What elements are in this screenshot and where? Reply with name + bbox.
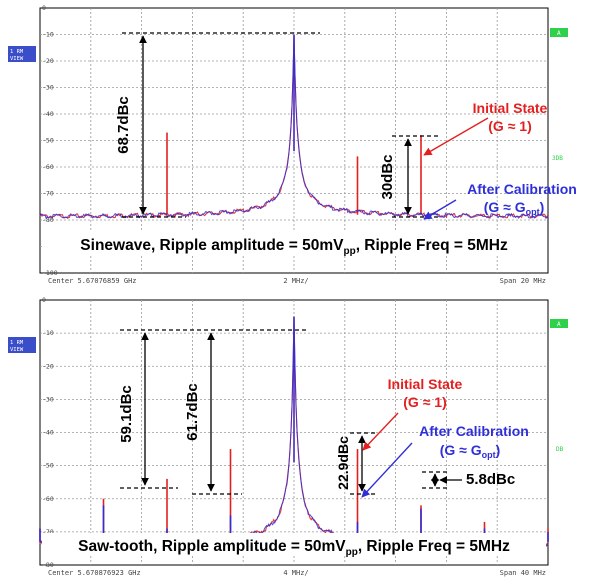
division-label: 2 MHz/ — [283, 277, 308, 285]
label-after-calibration: After Calibration — [467, 181, 577, 197]
y-tick-labels: 0 -10 -20 -30 -40 -50 -60 -70 -80 — [42, 296, 54, 569]
label-g-approx-gopt: (G ≈ Gopt) — [440, 442, 501, 460]
y-tick-label: -50 — [42, 137, 54, 145]
y-tick-label: -10 — [42, 329, 54, 337]
right-mid-label: 3DB — [552, 155, 563, 162]
y-tick-label: -70 — [42, 190, 54, 198]
right-side-tag-label: A — [557, 30, 561, 37]
chart-title-main: Saw-tooth, Ripple amplitude = 50mV — [78, 538, 346, 555]
y-tick-label: -70 — [42, 528, 54, 536]
after-calibration-pointer — [361, 442, 413, 498]
y-tick-label: -30 — [42, 84, 54, 92]
right-mid-label: DB — [556, 446, 564, 453]
chart-title-sub: pp — [346, 547, 358, 558]
label-g-approx-1: (G ≈ 1) — [403, 394, 446, 410]
label-after-calibration: After Calibration — [419, 423, 529, 439]
center-frequency-label: Center 5.670876923 GHz — [48, 569, 141, 577]
y-tick-label: 0 — [42, 4, 46, 12]
y-tick-label: -50 — [42, 462, 54, 470]
left-side-tag-a: 1 RM — [10, 340, 24, 346]
gopt-sub: opt — [482, 450, 496, 460]
left-side-tag-b: VIEW — [10, 347, 24, 353]
y-tick-label: -40 — [42, 110, 54, 118]
label-61-7dbc: 61.7dBc — [184, 383, 201, 441]
label-initial-state: Initial State — [388, 376, 463, 392]
y-tick-label: -60 — [42, 495, 54, 503]
y-tick-label: -20 — [42, 362, 54, 370]
label-g-approx-1: (G ≈ 1) — [488, 118, 531, 134]
center-frequency-label: Center 5.67076859 GHz — [48, 277, 137, 285]
y-tick-label: -10 — [42, 31, 54, 39]
after-calibration-pointer — [423, 199, 457, 220]
initial-state-pointer — [362, 412, 399, 451]
right-side-tag — [550, 319, 568, 328]
right-side-tag — [550, 28, 568, 37]
chart-title-sub: pp — [343, 246, 355, 257]
span-label: Span 40 MHz — [500, 569, 546, 577]
y-tick-label: -80 — [42, 561, 54, 569]
bottom-spectrum-panel: 0 -10 -20 -30 -40 -50 -60 -70 -80 1 RM VIEW A DB… — [8, 296, 568, 577]
gopt-sub: opt — [526, 207, 540, 217]
right-side-tag-label: A — [557, 321, 561, 328]
y-tick-label: -30 — [42, 395, 54, 403]
y-tick-label: 0 — [42, 296, 46, 304]
chart-title-main: Sinewave, Ripple amplitude = 50mV — [80, 237, 344, 254]
left-side-tag — [8, 46, 36, 62]
label-68-7dbc: 68.7dBc — [115, 96, 132, 154]
caption-bg — [42, 232, 546, 254]
chart-title-tail: , Ripple Freq = 5MHz — [356, 237, 508, 254]
label-30dbc: 30dBc — [379, 154, 396, 199]
label-5-8dbc: 5.8dBc — [466, 471, 515, 488]
chart-title-tail: , Ripple Freq = 5MHz — [358, 538, 510, 555]
y-tick-label: -80 — [42, 216, 54, 224]
gopt-main: (G ≈ G — [440, 442, 482, 458]
label-g-approx-gopt: (G ≈ Gopt) — [484, 199, 545, 217]
division-label: 4 MHz/ — [283, 569, 308, 577]
gopt-tail: ) — [496, 442, 501, 458]
gopt-main: (G ≈ G — [484, 199, 526, 215]
chart-title: Saw-tooth, Ripple amplitude = 50mVpp, Ri… — [78, 538, 510, 558]
label-initial-state: Initial State — [473, 100, 548, 116]
left-side-tag-b: VIEW — [10, 56, 24, 62]
gopt-tail: ) — [540, 199, 545, 215]
chart-title: Sinewave, Ripple amplitude = 50mVpp, Rip… — [80, 237, 508, 257]
top-spectrum-panel: 0-10-20-30-40-50-60-70-80-90-100 1 RM VI… — [8, 4, 577, 285]
y-tick-label: -20 — [42, 57, 54, 65]
initial-state-pointer — [423, 117, 489, 156]
y-tick-label: -60 — [42, 163, 54, 171]
caption-bg — [42, 533, 546, 555]
left-side-tag-a: 1 RM — [10, 49, 24, 55]
span-label: Span 20 MHz — [500, 277, 546, 285]
label-59-1dbc: 59.1dBc — [118, 385, 135, 443]
y-tick-label: -100 — [42, 269, 58, 277]
label-22-9dbc: 22.9dBc — [335, 436, 351, 490]
left-side-tag — [8, 337, 36, 353]
y-tick-label: -40 — [42, 429, 54, 437]
